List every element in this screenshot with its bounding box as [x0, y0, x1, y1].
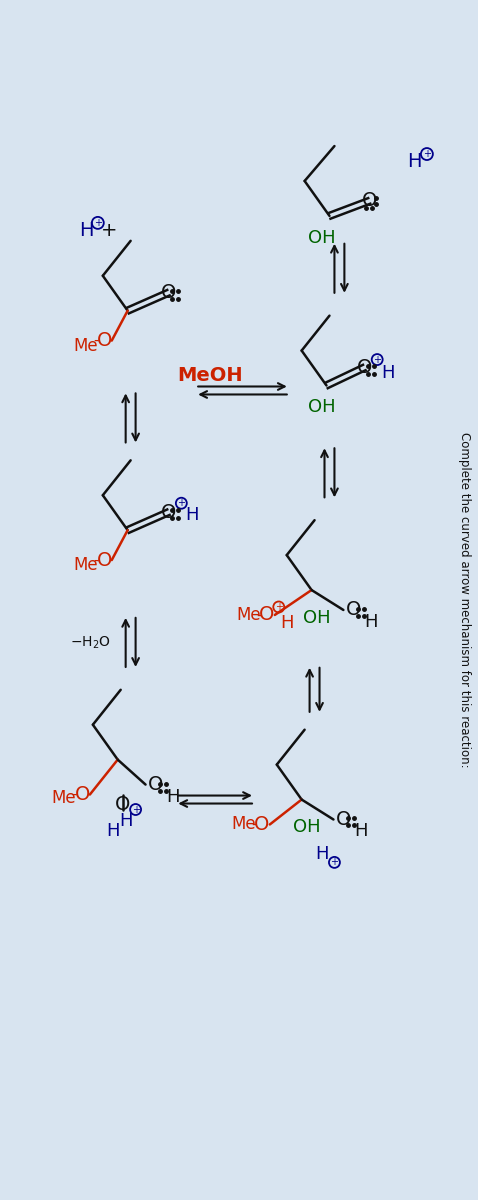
Text: H: H — [280, 614, 293, 632]
Text: -: - — [93, 334, 98, 348]
Text: O: O — [161, 283, 176, 302]
Text: OH: OH — [303, 608, 330, 626]
Text: Me: Me — [237, 606, 261, 624]
Text: H: H — [365, 613, 378, 631]
Text: O: O — [115, 796, 130, 814]
Text: H: H — [167, 787, 180, 805]
Text: -: - — [251, 817, 257, 832]
Text: +: + — [373, 354, 381, 365]
Text: H: H — [79, 221, 93, 240]
Text: H: H — [119, 812, 132, 830]
Text: H: H — [355, 822, 368, 840]
Text: H: H — [381, 364, 395, 382]
Text: OH: OH — [308, 398, 336, 416]
Text: -: - — [71, 787, 76, 802]
Text: +: + — [330, 857, 338, 868]
Text: $-\mathregular{H_2O}$: $-\mathregular{H_2O}$ — [70, 635, 111, 652]
Text: +: + — [423, 149, 431, 160]
Text: O: O — [97, 551, 112, 570]
Text: +: + — [131, 804, 140, 815]
Text: Me: Me — [232, 816, 256, 834]
Text: O: O — [357, 358, 372, 377]
Text: O: O — [161, 503, 176, 522]
Text: OH: OH — [293, 818, 320, 836]
Text: +: + — [275, 602, 283, 612]
Text: Complete the curved arrow mechanism for this reaction:: Complete the curved arrow mechanism for … — [458, 432, 471, 768]
Text: +: + — [94, 218, 102, 228]
Text: H: H — [315, 846, 328, 864]
Text: Me: Me — [52, 788, 76, 806]
Text: OH: OH — [308, 229, 336, 247]
Text: H: H — [185, 506, 199, 524]
Text: -: - — [256, 607, 261, 623]
Text: H: H — [407, 151, 421, 170]
Text: O: O — [148, 775, 163, 794]
Text: O: O — [336, 810, 351, 829]
Text: Me: Me — [74, 556, 98, 574]
Text: -: - — [93, 552, 98, 568]
Text: O: O — [361, 192, 377, 210]
Text: O: O — [346, 600, 361, 619]
Text: O: O — [259, 606, 274, 624]
Text: MeOH: MeOH — [177, 366, 243, 385]
Text: +: + — [177, 498, 185, 509]
Text: +: + — [100, 221, 117, 240]
Text: O: O — [97, 331, 112, 350]
Text: H: H — [106, 822, 120, 840]
Text: O: O — [75, 785, 91, 804]
Text: Me: Me — [74, 336, 98, 354]
Text: O: O — [254, 815, 270, 834]
